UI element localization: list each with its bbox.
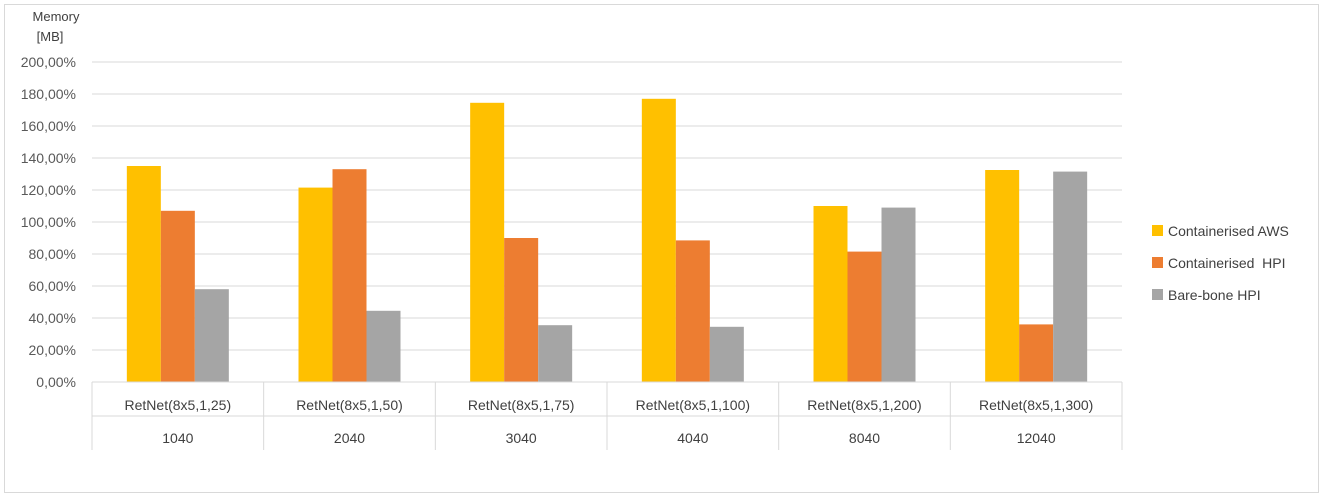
x-category-size-label: 12040 <box>1017 430 1056 446</box>
y-tick-label: 100,00% <box>21 214 76 230</box>
x-category-model-label: RetNet(8x5,1,50) <box>296 397 403 413</box>
gridlines <box>92 61 1122 383</box>
bar <box>538 325 573 382</box>
y-axis-ticks: 0,00% 20,00% 40,00% 60,00% 80,00% 100,00% 120,… <box>21 54 76 390</box>
bar <box>1053 171 1088 382</box>
legend-swatch <box>1152 289 1163 300</box>
bar <box>641 98 676 383</box>
bar <box>985 170 1020 382</box>
legend-label: Containerised HPI <box>1168 255 1286 271</box>
x-category-model-label: RetNet(8x5,1,100) <box>636 397 750 413</box>
x-category-size-label: 4040 <box>677 430 708 446</box>
bars <box>126 98 1088 383</box>
x-category-model-label: RetNet(8x5,1,300) <box>979 397 1093 413</box>
x-category-size-label: 8040 <box>849 430 880 446</box>
y-tick-label: 180,00% <box>21 86 76 102</box>
bar <box>813 206 848 382</box>
bar <box>504 238 539 382</box>
y-tick-label: 140,00% <box>21 150 76 166</box>
bar <box>881 207 916 382</box>
legend-swatch <box>1152 225 1163 236</box>
x-category-model-label: RetNet(8x5,1,25) <box>125 397 232 413</box>
x-axis: RetNet(8x5,1,25) 1040 RetNet(8x5,1,50) 2040… <box>91 381 1123 450</box>
bar <box>470 102 505 383</box>
x-category-size-label: 3040 <box>506 430 537 446</box>
bar <box>194 289 229 382</box>
bar <box>675 240 710 382</box>
x-category-size-label: 1040 <box>162 430 193 446</box>
y-tick-label: 60,00% <box>29 278 76 294</box>
legend-swatch <box>1152 257 1163 268</box>
bar <box>298 187 333 382</box>
y-tick-label: 20,00% <box>29 342 76 358</box>
bar <box>160 210 195 382</box>
legend-label: Bare-bone HPI <box>1168 287 1261 303</box>
bar <box>366 310 401 382</box>
y-tick-label: 40,00% <box>29 310 76 326</box>
bar <box>332 169 367 382</box>
y-tick-label: 0,00% <box>36 374 76 390</box>
bar <box>847 251 882 382</box>
y-tick-label: 200,00% <box>21 54 76 70</box>
y-tick-label: 80,00% <box>29 246 76 262</box>
y-tick-label: 160,00% <box>21 118 76 134</box>
y-axis-label-line2: [MB] <box>37 29 64 44</box>
legend-label: Containerised AWS <box>1168 223 1289 239</box>
x-category-size-label: 2040 <box>334 430 365 446</box>
y-axis-label-line1: Memory <box>33 9 80 24</box>
legend: Containerised AWS Containerised HPI Bare-b… <box>1152 223 1289 303</box>
x-category-model-label: RetNet(8x5,1,200) <box>807 397 921 413</box>
chart-frame <box>4 4 1319 493</box>
y-tick-label: 120,00% <box>21 182 76 198</box>
bar <box>1019 324 1054 382</box>
x-category-model-label: RetNet(8x5,1,75) <box>468 397 575 413</box>
bar <box>709 326 744 382</box>
bar <box>126 166 161 382</box>
